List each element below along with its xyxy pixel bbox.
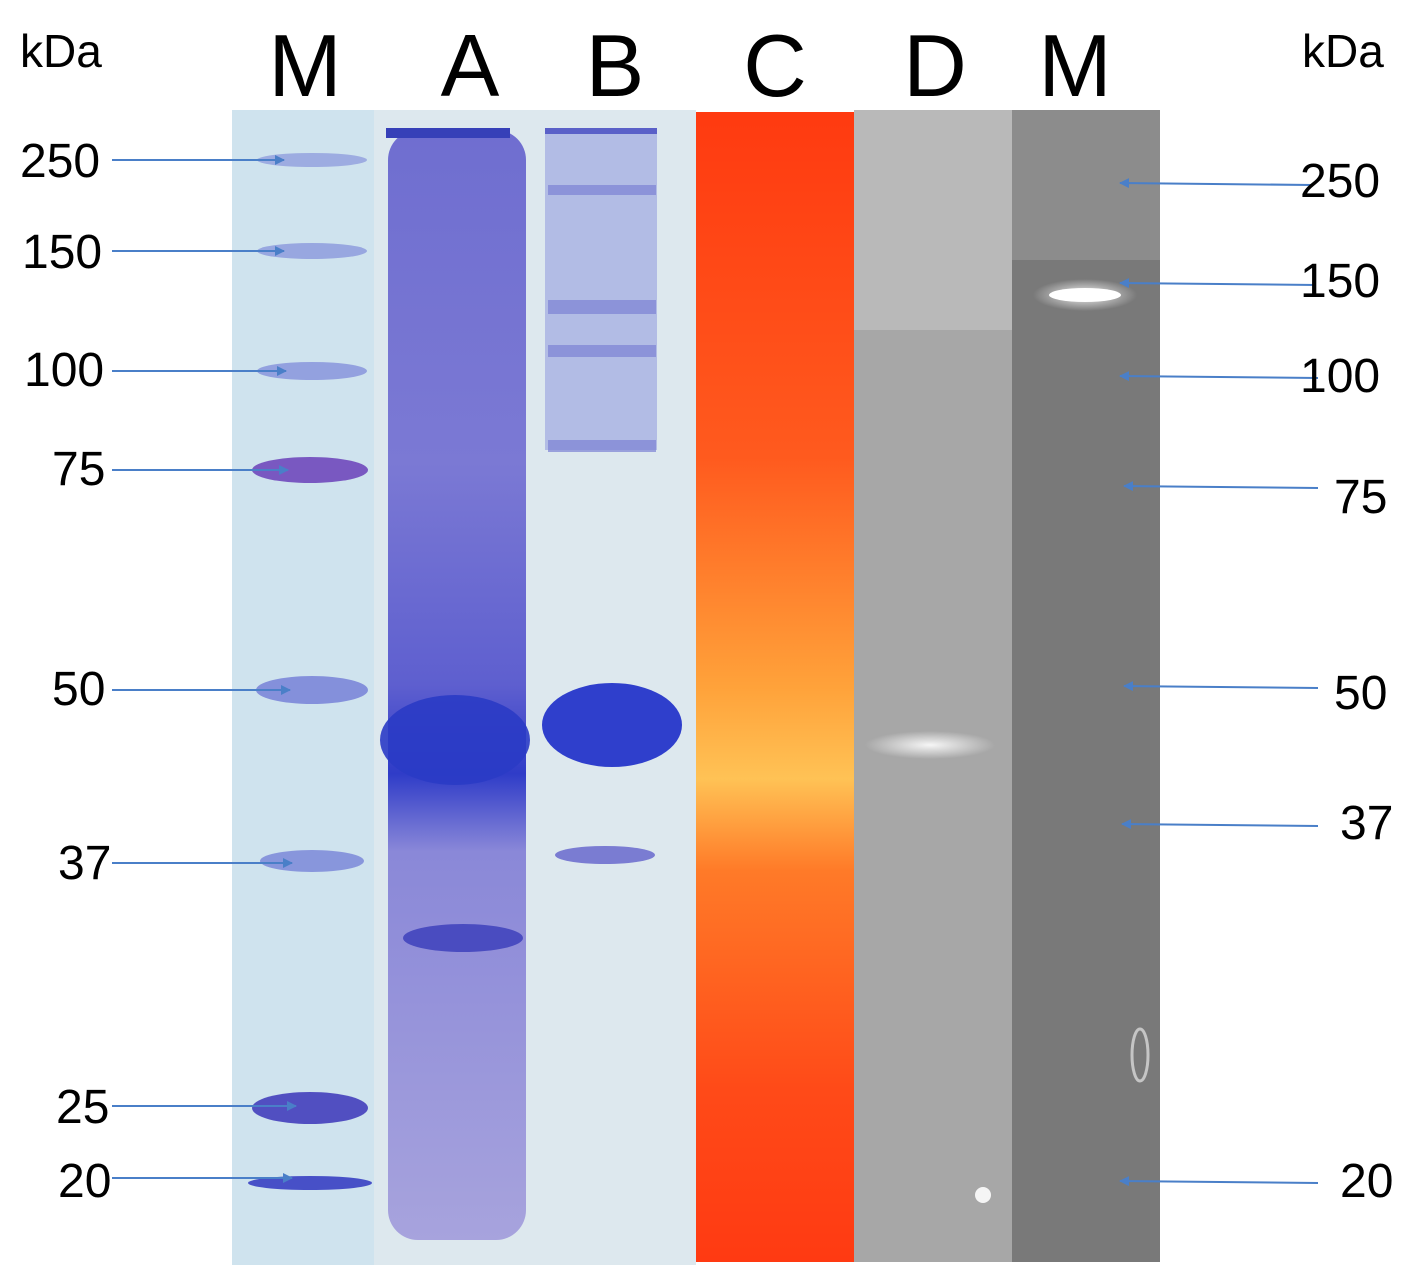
mw-left-37: 37 xyxy=(58,837,112,890)
mw-left-150: 150 xyxy=(22,226,103,279)
lane-b-major-band xyxy=(542,683,682,767)
mw-right-250: 250 xyxy=(1300,155,1381,208)
mw-left-75: 75 xyxy=(52,443,106,496)
mw-left-250: 250 xyxy=(20,135,101,188)
unit-label-left: kDa xyxy=(20,25,102,77)
mw-left-25: 25 xyxy=(56,1081,110,1134)
lane-label-c: C xyxy=(743,16,807,115)
mw-right-37: 37 xyxy=(1340,797,1394,850)
mw-left-50: 50 xyxy=(52,663,106,716)
lane-label-d: D xyxy=(903,16,967,115)
unit-label-right: kDa xyxy=(1302,25,1384,77)
right-marker-arrows xyxy=(1119,178,1319,1187)
mw-right-50: 50 xyxy=(1334,667,1388,720)
mw-left-100: 100 xyxy=(24,344,105,397)
mw-right-100: 100 xyxy=(1300,350,1381,403)
mw-right-20: 20 xyxy=(1340,1155,1394,1208)
lane-label-a: A xyxy=(440,16,500,115)
left-marker-arrows xyxy=(112,155,297,1183)
mw-right-150: 150 xyxy=(1300,255,1381,308)
mw-left-20: 20 xyxy=(58,1155,112,1208)
lane-c-panel xyxy=(696,112,854,1262)
mw-right-75: 75 xyxy=(1334,471,1388,524)
lane-label-m-left: M xyxy=(268,16,342,115)
lane-label-m-right: M xyxy=(1038,16,1112,115)
lane-a-smear xyxy=(388,130,526,1240)
lane-label-b: B xyxy=(585,16,645,115)
